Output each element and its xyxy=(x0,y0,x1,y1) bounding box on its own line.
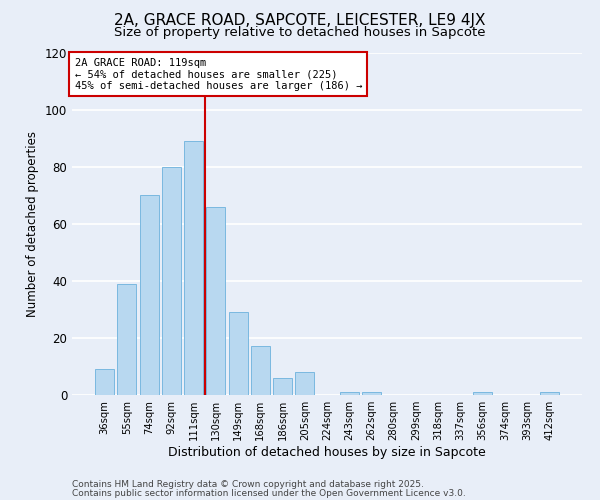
Bar xyxy=(140,195,158,395)
Text: 2A GRACE ROAD: 119sqm
← 54% of detached houses are smaller (225)
45% of semi-det: 2A GRACE ROAD: 119sqm ← 54% of detached … xyxy=(74,58,362,91)
Bar xyxy=(162,166,181,395)
Text: 2A, GRACE ROAD, SAPCOTE, LEICESTER, LE9 4JX: 2A, GRACE ROAD, SAPCOTE, LEICESTER, LE9 … xyxy=(114,12,486,28)
Bar xyxy=(473,392,492,395)
Bar xyxy=(229,312,248,395)
Text: Contains HM Land Registry data © Crown copyright and database right 2025.: Contains HM Land Registry data © Crown c… xyxy=(72,480,424,489)
Bar xyxy=(540,392,559,395)
X-axis label: Distribution of detached houses by size in Sapcote: Distribution of detached houses by size … xyxy=(168,446,486,459)
Bar xyxy=(295,372,314,395)
Bar xyxy=(362,392,381,395)
Bar xyxy=(206,206,225,395)
Bar xyxy=(118,284,136,395)
Bar xyxy=(95,370,114,395)
Bar xyxy=(251,346,270,395)
Bar xyxy=(184,141,203,395)
Text: Contains public sector information licensed under the Open Government Licence v3: Contains public sector information licen… xyxy=(72,489,466,498)
Y-axis label: Number of detached properties: Number of detached properties xyxy=(26,130,39,317)
Bar xyxy=(340,392,359,395)
Text: Size of property relative to detached houses in Sapcote: Size of property relative to detached ho… xyxy=(114,26,486,39)
Bar xyxy=(273,378,292,395)
